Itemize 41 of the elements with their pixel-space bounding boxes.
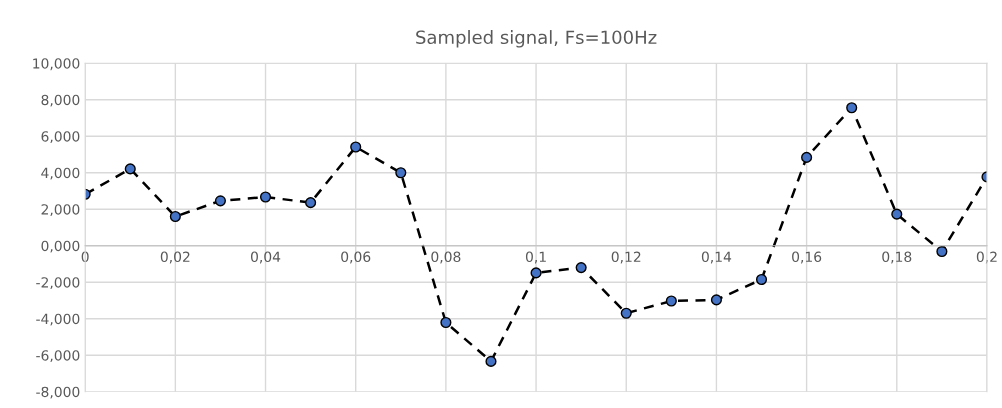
x-tick-label: 0 — [81, 251, 89, 263]
x-tick-label: 0,08 — [431, 251, 461, 264]
x-tick-label: 0,1 — [525, 251, 546, 264]
point — [710, 294, 722, 306]
y-tick-label: -4,000 — [36, 313, 80, 326]
point — [575, 262, 587, 274]
y-tick-label: -6,000 — [36, 350, 80, 363]
x-tick-label: 0,04 — [250, 251, 281, 264]
point — [620, 307, 632, 319]
y-tick-label: 10,000 — [33, 58, 80, 71]
x-tick-label: 0,06 — [341, 251, 371, 264]
x-tick-label: 0,14 — [701, 251, 732, 264]
point — [891, 208, 903, 220]
point — [169, 210, 181, 223]
x-tick-label: 0,16 — [792, 251, 822, 264]
point — [936, 245, 948, 258]
y-tick-label: 4,000 — [41, 167, 80, 180]
point — [350, 141, 362, 153]
x-tick-label: 0,18 — [882, 251, 912, 264]
point — [530, 267, 542, 279]
x-tick-label: 0,2 — [976, 251, 997, 264]
point — [846, 102, 858, 114]
x-tick-label: 0,12 — [611, 251, 641, 264]
point — [801, 151, 813, 163]
point — [259, 191, 272, 203]
point — [214, 195, 226, 207]
point — [755, 273, 768, 286]
y-tick-label: 2,000 — [41, 204, 80, 217]
point — [305, 197, 317, 209]
point — [395, 167, 407, 179]
y-tick-label: 8,000 — [41, 94, 80, 107]
y-tick-label: 0,000 — [41, 240, 80, 253]
point — [124, 163, 136, 175]
point — [485, 355, 497, 367]
point — [665, 295, 677, 307]
x-tick-label: 0,02 — [160, 251, 190, 264]
chart-title: Sampled signal, Fs=100Hz — [416, 30, 657, 48]
y-tick-label: -2,000 — [36, 277, 80, 290]
y-tick-label: 6,000 — [41, 131, 80, 144]
y-tick-label: -8,000 — [36, 386, 80, 399]
point — [440, 316, 452, 329]
